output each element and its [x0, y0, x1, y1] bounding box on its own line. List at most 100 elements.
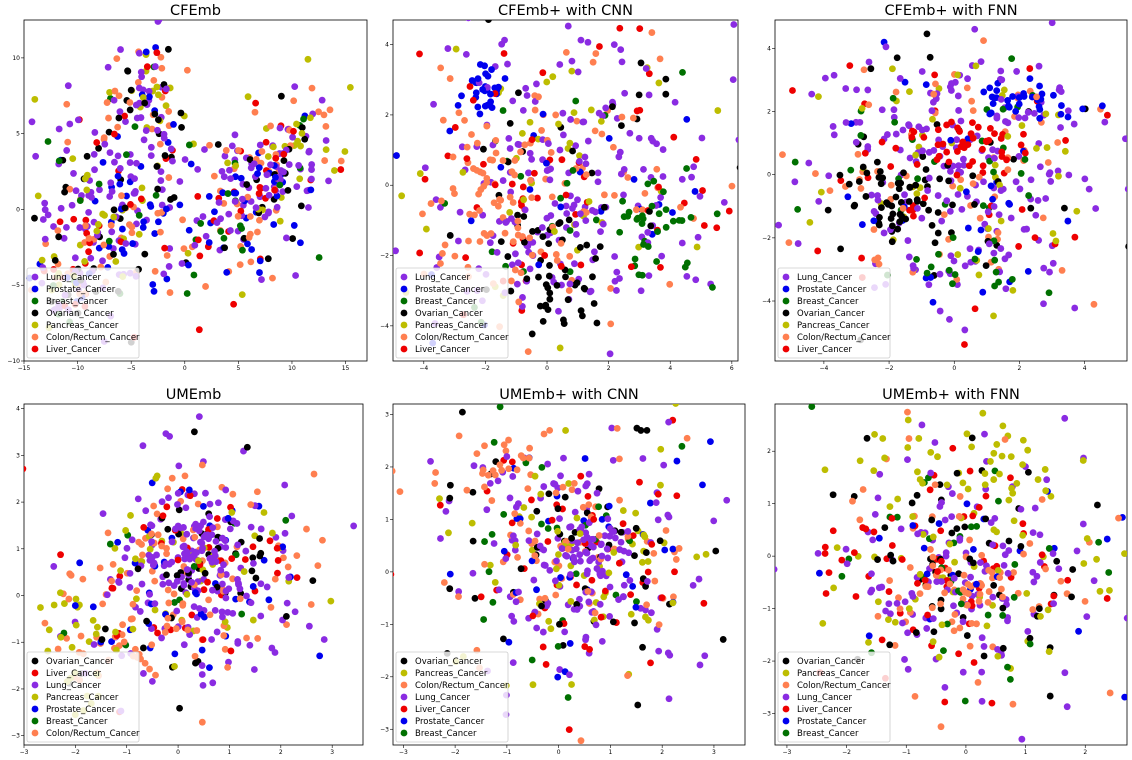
data-point — [370, 178, 377, 185]
data-point — [929, 638, 937, 646]
legend-label: Breast_Cancer — [415, 297, 477, 307]
data-point — [178, 260, 186, 267]
data-point — [998, 452, 1006, 460]
data-point — [552, 0, 559, 1]
data-point — [525, 527, 533, 535]
data-point — [669, 209, 676, 216]
data-point — [106, 88, 113, 96]
data-point — [647, 609, 655, 617]
data-point — [1094, 501, 1101, 509]
data-point — [151, 600, 159, 608]
legend-label: Ovarian_Cancer — [46, 309, 114, 319]
data-point — [431, 480, 439, 487]
data-point — [849, 497, 856, 505]
legend-label: Ovarian_Cancer — [797, 309, 865, 319]
data-point — [71, 602, 79, 609]
data-point — [576, 557, 584, 565]
data-point — [282, 516, 290, 524]
data-point — [223, 268, 231, 276]
data-point — [515, 141, 523, 148]
data-point — [451, 190, 458, 198]
data-point — [321, 157, 329, 164]
data-point — [123, 544, 131, 552]
data-point — [496, 461, 504, 469]
data-point — [975, 597, 983, 605]
data-point — [499, 107, 507, 114]
data-point — [1015, 100, 1023, 108]
data-point — [1005, 199, 1013, 207]
data-point — [984, 208, 992, 216]
data-point — [111, 87, 119, 95]
data-point — [935, 520, 943, 527]
data-point — [946, 315, 953, 323]
data-point — [1002, 285, 1010, 293]
data-point — [180, 245, 188, 253]
data-point — [934, 209, 942, 216]
scatter-points — [775, 20, 1127, 348]
data-point — [593, 565, 601, 572]
data-point — [904, 408, 911, 416]
x-tick-label: −5 — [127, 365, 136, 372]
data-point — [582, 482, 590, 490]
data-point — [85, 192, 93, 199]
data-point — [67, 571, 75, 579]
data-point — [896, 75, 904, 82]
data-point — [794, 205, 802, 213]
data-point — [293, 183, 301, 191]
data-point — [193, 549, 200, 557]
data-point — [678, 239, 686, 247]
data-point — [1009, 700, 1017, 708]
data-point — [990, 581, 998, 589]
data-point — [291, 83, 299, 90]
data-point — [446, 232, 454, 239]
data-point — [209, 679, 217, 687]
data-point — [915, 123, 923, 131]
data-point — [171, 599, 178, 606]
data-point — [153, 510, 161, 518]
x-tick-label: 2 — [1018, 365, 1022, 372]
data-point — [979, 162, 987, 170]
x-tick-label: 0 — [183, 365, 187, 372]
data-point — [445, 529, 452, 537]
data-point — [843, 560, 851, 568]
data-point — [624, 672, 631, 680]
data-point — [893, 513, 901, 521]
data-point — [551, 228, 558, 235]
data-point — [541, 594, 549, 602]
data-point — [949, 280, 956, 288]
data-point — [473, 450, 481, 458]
data-point — [838, 572, 846, 580]
data-point — [129, 600, 137, 608]
data-point — [205, 239, 213, 246]
data-point — [559, 483, 567, 491]
data-point — [224, 190, 232, 197]
data-point — [562, 191, 570, 199]
data-point — [644, 180, 652, 188]
data-point — [489, 598, 497, 606]
data-point — [524, 485, 532, 493]
data-point — [126, 583, 134, 591]
data-point — [993, 114, 1001, 122]
data-point — [625, 549, 633, 557]
data-point — [653, 165, 661, 173]
data-point — [227, 175, 235, 182]
data-point — [1090, 577, 1098, 585]
legend-marker — [782, 297, 790, 305]
data-point — [416, 170, 424, 177]
data-point — [653, 258, 660, 265]
data-point — [642, 606, 649, 614]
x-tick-label: 4 — [668, 365, 672, 372]
legend-label: Lung_Cancer — [797, 273, 852, 283]
data-point — [297, 239, 304, 247]
data-point — [631, 255, 639, 263]
data-point — [1005, 496, 1013, 504]
data-point — [463, 155, 471, 163]
data-point — [193, 627, 201, 634]
data-point — [958, 205, 966, 213]
data-point — [134, 79, 142, 86]
data-point — [525, 454, 533, 462]
data-point — [595, 532, 603, 539]
data-point — [1092, 205, 1100, 212]
data-point — [617, 46, 625, 54]
data-point — [554, 673, 562, 681]
